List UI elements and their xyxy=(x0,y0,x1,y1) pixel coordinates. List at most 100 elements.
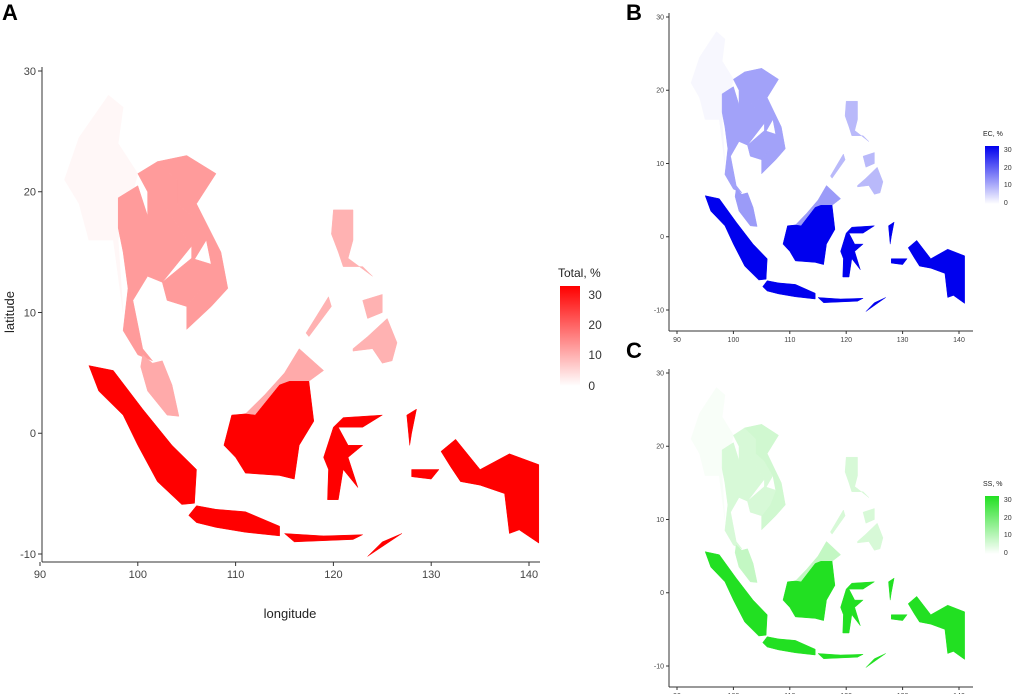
panel-B: 90 100 110 120 130 140 -10 0 10 20 30 xyxy=(654,13,973,344)
region-philippines-2 xyxy=(862,508,875,524)
y-tick-label: 10 xyxy=(24,307,36,319)
legend-tick-label: 10 xyxy=(1003,532,1012,540)
legend-tick-label: 0 xyxy=(1003,199,1008,207)
region-indonesia-5 xyxy=(817,297,864,303)
x-tick-label: 90 xyxy=(673,337,681,344)
y-tick-label: 10 xyxy=(656,161,664,168)
panel-A: 90 100 110 120 130 140 -10 0 10 20 30 longitude lati… xyxy=(2,66,540,621)
region-philippines-3 xyxy=(830,509,846,535)
panel-label-C: C xyxy=(626,338,642,363)
region-philippines-3 xyxy=(830,153,846,179)
region-indonesia-7 xyxy=(888,221,895,245)
legend-colorbar xyxy=(560,286,580,386)
region-philippines-1 xyxy=(352,318,398,364)
region-philippines-1 xyxy=(857,166,884,195)
legend-title: Total, % xyxy=(558,266,601,280)
region-cambodia-0 xyxy=(162,257,212,307)
y-tick-label: 20 xyxy=(656,88,664,95)
y-tick-label: 20 xyxy=(24,187,36,199)
legend-tick-label: 30 xyxy=(588,287,602,302)
x-tick-label: 100 xyxy=(728,337,740,344)
x-tick-label: 90 xyxy=(34,569,46,581)
y-tick-label: -10 xyxy=(654,307,664,314)
legend-tick-label: 10 xyxy=(1003,182,1012,190)
legend-title: EC, % xyxy=(983,131,1003,138)
legend-colorbar xyxy=(985,146,999,204)
region-indonesia-4 xyxy=(907,596,965,660)
region-indonesia-8 xyxy=(891,258,908,265)
region-cambodia-0 xyxy=(747,130,776,161)
legend-tick-label: 0 xyxy=(1003,549,1008,557)
region-indonesia-0 xyxy=(704,195,768,281)
legend-tick-label: 20 xyxy=(588,318,602,333)
region-philippines-1 xyxy=(857,522,884,551)
x-tick-label: 110 xyxy=(227,569,245,581)
region-indonesia-4 xyxy=(907,240,965,304)
x-tick-label: 140 xyxy=(520,569,538,581)
region-malaysia-0 xyxy=(734,188,758,227)
y-tick-label: 10 xyxy=(656,517,664,524)
region-philippines-0 xyxy=(844,100,870,142)
x-tick-label: 130 xyxy=(897,337,909,344)
y-tick-label: 30 xyxy=(656,370,664,377)
y-tick-label: 20 xyxy=(656,444,664,451)
region-philippines-2 xyxy=(362,294,383,319)
legend-tick-label: 10 xyxy=(588,348,602,363)
x-tick-label: 130 xyxy=(422,569,440,581)
legend-title: SS, % xyxy=(983,481,1003,488)
region-philippines-3 xyxy=(305,296,332,337)
y-tick-label: 0 xyxy=(660,234,664,241)
legend-tick-label: 30 xyxy=(1003,497,1012,505)
legend-tick-label: 20 xyxy=(1003,164,1012,172)
region-indonesia-7 xyxy=(406,408,417,446)
panel-label-A: A xyxy=(2,0,18,25)
region-indonesia-3 xyxy=(323,414,383,500)
region-vietnam-0 xyxy=(157,155,229,330)
region-indonesia-2 xyxy=(782,561,836,621)
region-philippines-2 xyxy=(862,152,875,168)
region-indonesia-8 xyxy=(891,614,908,621)
region-vietnam-0 xyxy=(744,424,786,531)
region-indonesia-6 xyxy=(865,653,886,668)
y-tick-label: 30 xyxy=(656,14,664,21)
region-indonesia-6 xyxy=(367,533,403,557)
x-tick-label: 110 xyxy=(784,337,795,344)
region-philippines-0 xyxy=(331,209,373,277)
x-tick-label: 140 xyxy=(953,337,965,344)
x-axis-title: longitude xyxy=(264,606,317,621)
region-indonesia-5 xyxy=(284,533,363,543)
legend-tick-label: 0 xyxy=(588,378,596,393)
region-indonesia-1 xyxy=(762,280,816,300)
y-tick-label: 0 xyxy=(30,428,36,440)
x-tick-label: 120 xyxy=(324,569,342,581)
region-indonesia-2 xyxy=(782,205,836,265)
region-indonesia-1 xyxy=(762,636,816,656)
legend-tick-label: 20 xyxy=(1003,514,1012,522)
y-tick-label: -10 xyxy=(654,663,664,670)
region-vietnam-0 xyxy=(744,68,786,175)
y-axis-title: latitude xyxy=(2,291,17,333)
y-tick-label: 0 xyxy=(660,590,664,597)
x-tick-label: 100 xyxy=(129,569,147,581)
y-tick-label: 30 xyxy=(24,66,36,78)
region-philippines-0 xyxy=(844,456,870,498)
region-indonesia-4 xyxy=(440,439,540,544)
legend-colorbar xyxy=(985,496,999,554)
legend-tick-label: 30 xyxy=(1003,147,1012,155)
region-malaysia-0 xyxy=(140,354,180,417)
y-tick-label: -10 xyxy=(20,549,36,561)
region-indonesia-5 xyxy=(817,653,864,659)
region-indonesia-6 xyxy=(865,297,886,312)
region-indonesia-3 xyxy=(840,581,875,634)
panel-label-B: B xyxy=(626,0,642,25)
region-cambodia-0 xyxy=(747,486,776,517)
region-indonesia-7 xyxy=(888,577,895,601)
region-indonesia-2 xyxy=(223,381,315,480)
region-indonesia-8 xyxy=(411,469,440,480)
region-indonesia-0 xyxy=(704,551,768,637)
region-malaysia-0 xyxy=(734,544,758,583)
region-indonesia-0 xyxy=(88,365,197,505)
region-indonesia-1 xyxy=(188,505,280,537)
